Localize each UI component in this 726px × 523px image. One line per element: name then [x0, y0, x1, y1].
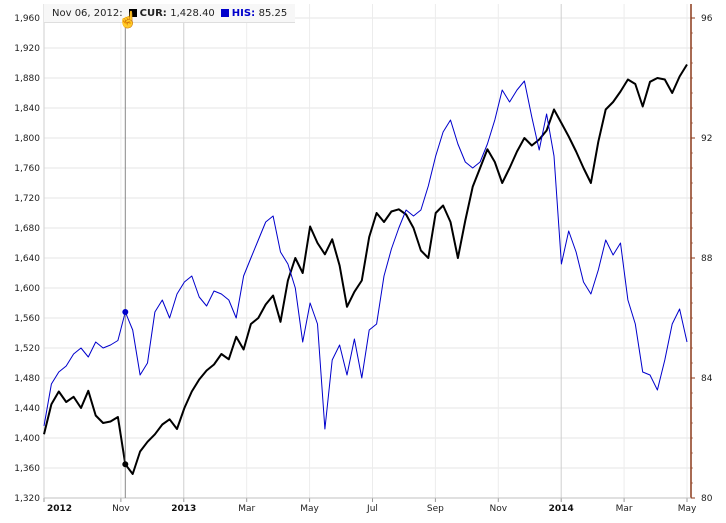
crosshair-markers [122, 309, 129, 468]
x-tick-label: Mar [616, 504, 633, 514]
y-left-tick-label: 1,560 [14, 314, 40, 324]
y-left-tick-label: 1,360 [14, 464, 40, 474]
y-left-tick-label: 1,600 [14, 284, 40, 294]
legend-item-cur[interactable]: CUR: 1,428.40 [128, 7, 215, 19]
series-line-his [43, 80, 688, 430]
y-left-tick-label: 1,320 [14, 494, 40, 504]
x-axis: 2012 Nov 2013 Mar May Jul Sep Nov 2014 Mar May [43, 498, 697, 514]
y-axis-left: 1,960 1,920 1,880 1,840 1,800 1,760 1,720 1,680… [14, 14, 40, 504]
legend-swatch-cur [128, 8, 137, 17]
x-tick-label: Mar [238, 504, 255, 514]
x-tick-label: May [678, 504, 697, 514]
crosshair-marker-his [122, 309, 129, 315]
y-left-tick-label: 1,440 [14, 404, 40, 414]
y-left-tick-label: 1,400 [14, 434, 40, 444]
y-left-tick-label: 1,760 [14, 164, 40, 174]
legend-item-his[interactable]: HIS: 85.25 [220, 7, 288, 19]
legend: Nov 06, 2012: CUR: 1,428.40 HIS: 85.25 [44, 4, 296, 23]
x-tick-label: Sep [427, 504, 444, 514]
y-right-tick-label: 96 [701, 14, 713, 24]
y-left-tick-label: 1,920 [14, 44, 40, 54]
legend-cur-label: CUR: [139, 7, 167, 19]
grid [43, 4, 691, 499]
y-left-tick-label: 1,880 [14, 74, 40, 84]
y-right-tick-label: 92 [701, 134, 712, 144]
y-left-tick-label: 1,800 [14, 134, 40, 144]
crosshair-marker-cur [122, 461, 129, 468]
legend-his-label: HIS: [231, 7, 256, 19]
x-tick-label: Nov [112, 504, 130, 514]
y-left-tick-label: 1,720 [14, 194, 40, 204]
x-tick-label: 2013 [171, 504, 196, 514]
legend-cur-value: 1,428.40 [170, 7, 215, 19]
x-tick-label: May [300, 504, 319, 514]
legend-swatch-his [220, 8, 229, 17]
hand-cursor-icon: ☝ [118, 12, 139, 29]
y-left-tick-label: 1,680 [14, 224, 40, 234]
y-axis-right: 96 92 88 84 80 [691, 14, 713, 504]
x-tick-label: 2014 [549, 504, 574, 514]
y-left-tick-label: 1,520 [14, 344, 40, 354]
y-left-tick-label: 1,840 [14, 104, 40, 114]
x-tick-label: Nov [490, 504, 508, 514]
series-line-cur [43, 63, 688, 475]
y-left-tick-label: 1,480 [14, 374, 40, 384]
y-right-tick-label: 84 [701, 374, 713, 384]
y-right-tick-label: 80 [701, 494, 713, 504]
x-tick-label: Jul [366, 504, 378, 514]
legend-his-value: 85.25 [258, 7, 288, 19]
x-tick-label: 2012 [47, 504, 72, 514]
series-layer [43, 63, 688, 475]
legend-date: Nov 06, 2012: [52, 7, 123, 19]
y-left-tick-label: 1,640 [14, 254, 40, 264]
y-left-tick-label: 1,960 [14, 14, 40, 24]
y-right-tick-label: 88 [701, 254, 713, 264]
